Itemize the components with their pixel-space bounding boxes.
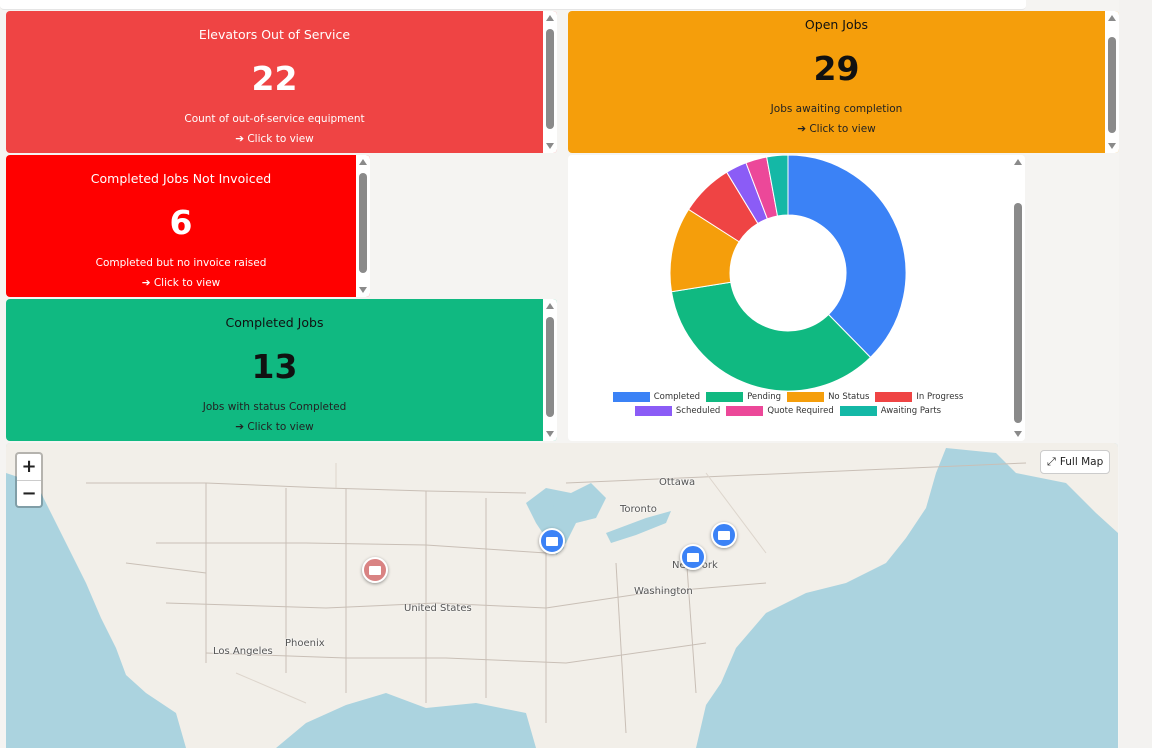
state-borders xyxy=(86,462,1027,734)
legend-swatch xyxy=(706,392,744,402)
legend-item-pending[interactable]: Pending xyxy=(706,392,781,402)
legend-item-awaiting-parts[interactable]: Awaiting Parts xyxy=(839,406,942,416)
secondary-borders xyxy=(235,463,767,704)
donut-slice-completed[interactable] xyxy=(787,155,907,359)
card-title: Completed Jobs xyxy=(225,315,324,330)
legend-swatch xyxy=(726,406,764,416)
click-to-view-link[interactable]: ➔ Click to view xyxy=(235,421,314,433)
legend-swatch xyxy=(875,392,913,402)
completed-not-invoiced-card[interactable]: Completed Jobs Not Invoiced 6 Completed … xyxy=(6,155,370,297)
job-location-marker-blue[interactable] xyxy=(539,528,565,554)
zoom-out-button[interactable]: − xyxy=(17,480,41,506)
full-map-label: Full Map xyxy=(1059,456,1104,468)
completed-jobs-card[interactable]: Completed Jobs 13 Jobs with status Compl… xyxy=(6,299,557,441)
job-location-marker-blue[interactable] xyxy=(711,522,737,548)
expand-icon: ⤢ xyxy=(1047,455,1056,468)
full-map-button[interactable]: ⤢ Full Map xyxy=(1040,450,1111,474)
legend-swatch xyxy=(839,406,877,416)
open-jobs-card[interactable]: Open Jobs 29 Jobs awaiting completion ➔ … xyxy=(568,11,1119,153)
briefcase-icon xyxy=(369,565,381,575)
card-description: Jobs with status Completed xyxy=(202,401,347,413)
card-title: Open Jobs xyxy=(804,17,869,32)
legend-label: Pending xyxy=(747,392,782,402)
card-value: 6 xyxy=(169,203,193,242)
legend-item-scheduled[interactable]: Scheduled xyxy=(634,406,721,416)
legend-label: No Status xyxy=(828,392,870,402)
jobs-map[interactable]: + − ⤢ Full Map Ottawa Toronto New York W… xyxy=(6,443,1118,748)
card-value: 22 xyxy=(251,59,298,98)
legend-label: Quote Required xyxy=(767,406,834,416)
legend-label: Completed xyxy=(653,392,701,402)
briefcase-icon xyxy=(687,552,699,562)
job-status-chart-card: Completed Pending No Status In Progress Sch… xyxy=(568,155,1025,441)
card-scrollbar[interactable] xyxy=(1105,11,1119,153)
legend-item-quote-required[interactable]: Quote Required xyxy=(726,406,834,416)
legend-swatch xyxy=(634,406,672,416)
card-title: Elevators Out of Service xyxy=(198,27,351,42)
legend-item-completed[interactable]: Completed xyxy=(612,392,701,402)
legend-item-no-status[interactable]: No Status xyxy=(787,392,869,402)
map-base-layer xyxy=(6,443,1118,748)
map-label-phoenix: Phoenix xyxy=(285,638,325,649)
zoom-in-button[interactable]: + xyxy=(21,456,37,477)
job-status-donut-chart xyxy=(669,155,907,392)
card-title: Completed Jobs Not Invoiced xyxy=(90,171,272,186)
donut-slice-pending[interactable] xyxy=(670,281,872,392)
card-value: 29 xyxy=(813,49,860,88)
chart-legend: Completed Pending No Status In Progress xyxy=(568,392,1008,402)
great-lake-erie xyxy=(606,511,671,543)
card-value: 13 xyxy=(251,347,298,386)
legend-swatch xyxy=(787,392,825,402)
map-label-toronto: Toronto xyxy=(620,504,657,515)
card-scrollbar[interactable] xyxy=(543,299,557,441)
legend-swatch xyxy=(612,392,650,402)
click-to-view-link[interactable]: ➔ Click to view xyxy=(235,133,314,145)
legend-label: In Progress xyxy=(916,392,964,402)
donut-slice-awaiting-parts[interactable] xyxy=(766,155,789,217)
map-label-los-angeles: Los Angeles xyxy=(213,646,273,657)
chart-legend: Scheduled Quote Required Awaiting Parts xyxy=(568,406,1008,416)
card-description: Jobs awaiting completion xyxy=(770,103,903,115)
card-scrollbar[interactable] xyxy=(543,11,557,153)
legend-item-in-progress[interactable]: In Progress xyxy=(875,392,963,402)
card-description: Completed but no invoice raised xyxy=(95,257,267,269)
top-panel-edge xyxy=(0,0,1026,10)
job-location-marker-blue[interactable] xyxy=(680,544,706,570)
job-location-marker-red[interactable] xyxy=(362,557,388,583)
briefcase-icon xyxy=(718,530,730,540)
card-description: Count of out-of-service equipment xyxy=(184,113,365,125)
right-gutter xyxy=(1119,0,1152,748)
elevators-out-of-service-card[interactable]: Elevators Out of Service 22 Count of out… xyxy=(6,11,557,153)
land-area xyxy=(6,443,1118,748)
map-label-united-states: United States xyxy=(404,603,472,614)
click-to-view-link[interactable]: ➔ Click to view xyxy=(141,277,221,289)
click-to-view-link[interactable]: ➔ Click to view xyxy=(797,123,876,135)
briefcase-icon xyxy=(546,536,558,546)
card-scrollbar[interactable] xyxy=(356,155,370,297)
legend-label: Scheduled xyxy=(675,406,721,416)
map-label-washington: Washington xyxy=(634,586,693,597)
legend-label: Awaiting Parts xyxy=(880,406,942,416)
chart-scrollbar[interactable] xyxy=(1011,155,1025,441)
zoom-control: + − xyxy=(15,452,43,508)
map-label-ottawa: Ottawa xyxy=(659,477,696,488)
